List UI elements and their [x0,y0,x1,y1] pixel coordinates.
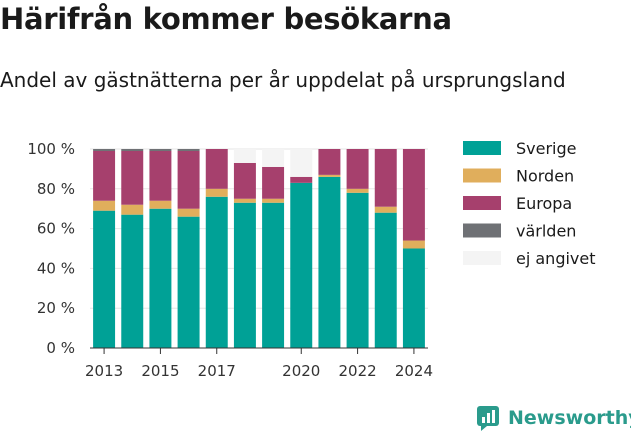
bar-segment [402,149,425,241]
y-tick-label: 100 % [27,140,75,158]
bar-segment [233,198,256,203]
legend-swatch [463,251,501,265]
bar-segment [290,182,313,348]
bar-segment [346,188,369,193]
bar-segment [318,149,341,175]
bar-segment [346,149,369,189]
legend-swatch [463,196,501,210]
bar-segment [177,208,200,217]
legend-label: Norden [516,167,574,186]
x-tick-label: 2017 [198,362,236,380]
bar-segment [93,210,116,348]
newsworthy-logo-icon [477,406,499,431]
bar-segment [149,150,172,201]
bar-segment [318,176,341,348]
bar-segment [149,200,172,209]
bar-segment [93,200,116,211]
brand-name: Newsworthy [508,407,631,429]
bar-segment [290,149,313,177]
bar-segment [374,206,397,213]
y-tick-label: 20 % [37,299,75,317]
bars [93,149,425,348]
bar-segment [205,149,228,189]
bar-segment [318,174,341,177]
bar-segment [290,176,313,183]
bar-segment [262,149,285,167]
axes: 0 % 20 % 40 % 60 % 80 % 100 % 2013 2015 2017 2020… [27,140,433,380]
bar-segment [121,149,144,151]
legend-label: världen [516,222,576,241]
bar-segment [93,150,116,201]
bar-segment [374,212,397,348]
bar-segment [346,192,369,348]
legend-label: Sverige [516,139,577,158]
chart-title: Härifrån kommer besökarna [0,2,452,36]
bar-segment [121,204,144,215]
x-tick-label: 2013 [85,362,123,380]
y-tick-label: 0 % [46,339,75,357]
y-tick-label: 80 % [37,180,75,198]
bar-segment [205,196,228,348]
y-tick-label: 60 % [37,220,75,238]
chart-subtitle: Andel av gästnätterna per år uppdelat på… [0,68,566,92]
bar-segment [374,149,397,207]
bar-segment [262,166,285,199]
x-tick-label: 2024 [395,362,433,380]
bar-segment [402,240,425,249]
bar-segment [149,149,172,151]
bar-segment [177,150,200,209]
legend-swatch [463,168,501,183]
x-tick-label: 2022 [338,362,376,380]
bar-segment [233,202,256,348]
legend-label: ej angivet [516,249,596,268]
legend: Sverige Norden Europa världen ej angivet [463,139,596,268]
legend-label: Europa [516,194,572,213]
bar-segment [262,198,285,203]
bar-segment [149,208,172,348]
bar-segment [233,149,256,163]
x-tick-label: 2015 [141,362,179,380]
legend-swatch [463,141,501,155]
bar-segment [233,162,256,199]
legend-swatch [463,223,501,238]
brand: Newsworthy [476,405,631,431]
grid-lines [90,148,428,309]
y-tick-label: 40 % [37,259,75,277]
bar-segment [177,216,200,348]
bar-segment [93,149,116,151]
bar-segment [121,150,144,205]
x-tick-label: 2020 [282,362,320,380]
bar-segment [205,188,228,197]
bar-segment [262,202,285,348]
bar-segment [402,248,425,348]
bar-segment [121,214,144,348]
bar-segment [177,149,200,151]
